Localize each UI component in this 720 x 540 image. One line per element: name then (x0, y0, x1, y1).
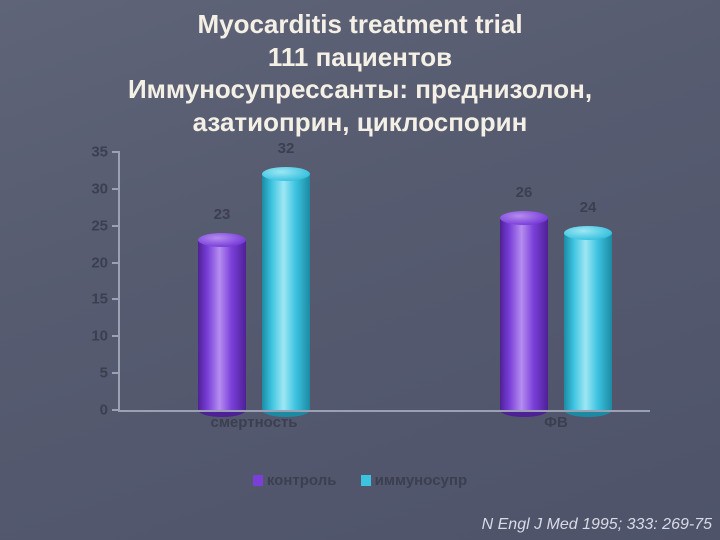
bar-value-иммуносупр-ФВ: 24 (558, 199, 618, 216)
legend-label-1: контроль (267, 472, 337, 489)
title-line-4: азатиоприн, циклоспорин (0, 106, 720, 139)
bar-chart: 05101520253035 23322624 смертностьФВ (78, 152, 648, 442)
bar-контроль-ФВ (500, 218, 548, 410)
legend-item-2: иммуносупр (361, 472, 468, 489)
legend-label-2: иммуносупр (375, 472, 468, 489)
ytick-10: 10 (68, 328, 108, 345)
legend-swatch-1 (253, 475, 263, 486)
citation: N Engl J Med 1995; 333: 269-75 (482, 516, 712, 534)
legend-item-1: контроль (253, 472, 341, 489)
ytick-15: 15 (68, 291, 108, 308)
xcategory-0: смертность (168, 414, 340, 431)
bar-value-иммуносупр-смертность: 32 (256, 140, 316, 157)
ytick-25: 25 (68, 217, 108, 234)
legend-swatch-2 (361, 475, 371, 486)
ytick-20: 20 (68, 254, 108, 271)
title-line-2: 111 пациентов (0, 41, 720, 74)
bar-иммуносупр-смертность (262, 174, 310, 410)
ytick-5: 5 (68, 365, 108, 382)
bar-иммуносупр-ФВ (564, 233, 612, 410)
bar-value-контроль-ФВ: 26 (494, 184, 554, 201)
slide-title: Myocarditis treatment trial 111 пациенто… (0, 0, 720, 138)
title-line-1: Myocarditis treatment trial (0, 8, 720, 41)
title-line-3: Иммуносупрессанты: преднизолон, (0, 73, 720, 106)
ytick-35: 35 (68, 144, 108, 161)
bar-контроль-смертность (198, 240, 246, 410)
chart-legend: контроль иммуносупр (0, 472, 720, 489)
bar-value-контроль-смертность: 23 (192, 206, 252, 223)
ytick-0: 0 (68, 402, 108, 419)
ytick-30: 30 (68, 180, 108, 197)
xcategory-1: ФВ (470, 414, 642, 431)
